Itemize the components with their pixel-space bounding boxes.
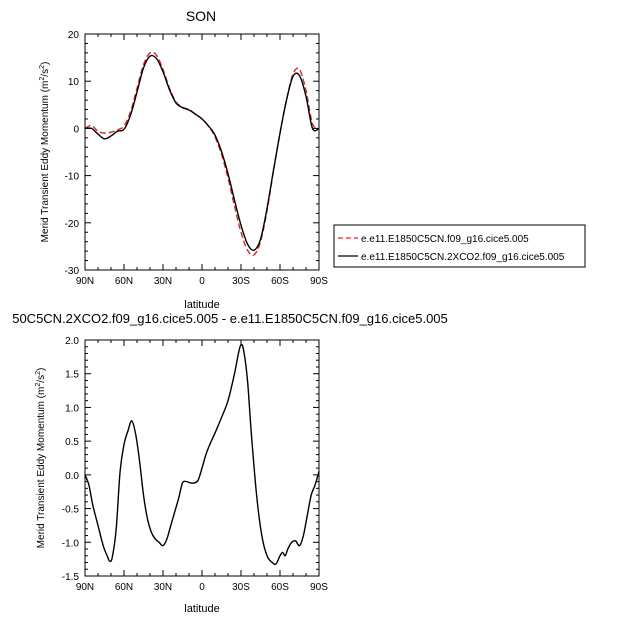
x-tick-label: 30S (232, 582, 250, 593)
x-tick-label: 60S (271, 276, 289, 287)
bottom-x-axis-label: latitude (184, 603, 219, 615)
y-tick-label: -0.5 (62, 505, 80, 516)
legend: e.e11.E1850C5CN.f09_g16.cice5.005 e.e11.… (333, 224, 586, 268)
y-tick-label: 1.0 (65, 403, 79, 414)
series-line-0-0 (84, 51, 320, 256)
y-tick-label: -10 (65, 172, 80, 183)
series-line-0-1 (84, 54, 320, 252)
y-tick-label: 10 (68, 77, 80, 88)
y-tick-label: -30 (65, 266, 80, 277)
x-tick-label: 30S (232, 276, 250, 287)
top-x-axis-label: latitude (184, 299, 219, 311)
bottom-chart-title: 50C5CN.2XCO2.f09_g16.cice5.005 - e.e11.E… (12, 311, 448, 326)
bottom-panel: 50C5CN.2XCO2.f09_g16.cice5.005 - e.e11.E… (12, 311, 448, 615)
top-panel: SON latitude Merid Transient Eddy Moment… (39, 8, 586, 311)
y-tick-label: -20 (65, 219, 80, 230)
x-tick-label: 60N (115, 582, 133, 593)
x-tick-label: 60N (115, 276, 133, 287)
legend-box (333, 224, 586, 268)
legend-entry-ctrl: e.e11.E1850C5CN.f09_g16.cice5.005 (361, 234, 529, 245)
x-tick-label: 30N (154, 276, 172, 287)
bottom-y-axis-label: Merid Transient Eddy Momentum (m2/s2) (35, 368, 47, 549)
y-tick-label: 0.0 (65, 471, 79, 482)
x-tick-label: 90S (310, 582, 328, 593)
y-tick-label: 2.0 (65, 336, 79, 347)
y-tick-label: 0 (73, 124, 79, 135)
top-chart-title: SON (186, 8, 216, 24)
top-plot-frame (84, 33, 320, 271)
x-tick-label: 0 (199, 582, 205, 593)
x-tick-label: 0 (199, 276, 205, 287)
bottom-plot-frame (84, 339, 320, 577)
x-tick-label: 30N (154, 582, 172, 593)
x-tick-label: 90N (76, 276, 94, 287)
y-tick-label: -1.5 (62, 572, 80, 583)
y-tick-label: 1.5 (65, 370, 79, 381)
y-tick-label: 0.5 (65, 437, 79, 448)
y-tick-label: -1.0 (62, 538, 80, 549)
series-line-1-0 (84, 343, 320, 566)
x-tick-label: 90N (76, 582, 94, 593)
x-tick-label: 60S (271, 582, 289, 593)
top-y-axis-label: Merid Transient Eddy Momentum (m2/s2) (39, 62, 51, 243)
y-tick-label: 20 (68, 30, 80, 41)
x-tick-label: 90S (310, 276, 328, 287)
legend-entry-2xco2: e.e11.E1850C5CN.2XCO2.f09_g16.cice5.005 (361, 252, 565, 263)
